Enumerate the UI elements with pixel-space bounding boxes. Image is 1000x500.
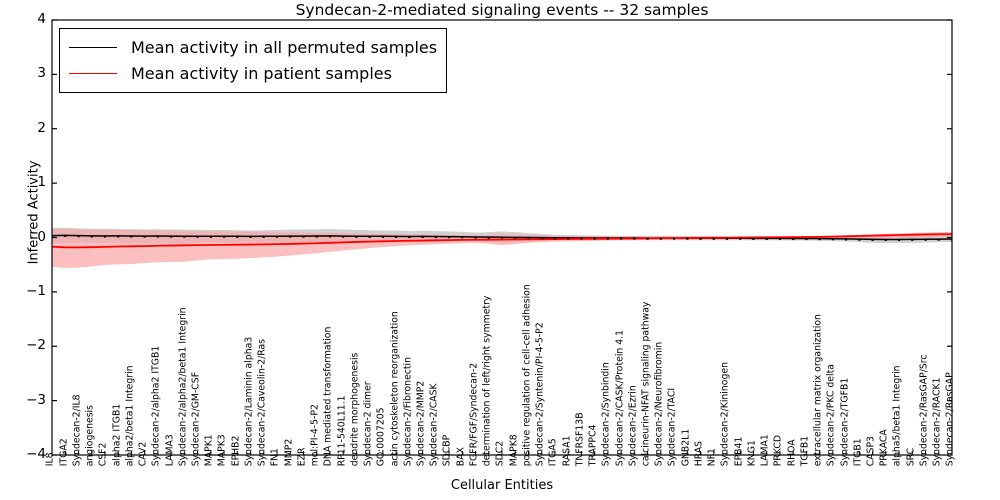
data-point-marker <box>831 238 834 241</box>
data-point-marker <box>117 235 120 238</box>
data-point-marker <box>461 236 464 239</box>
data-point-marker <box>434 235 437 239</box>
data-point-marker <box>487 236 490 239</box>
data-point-marker <box>368 235 371 238</box>
data-point-marker <box>170 235 173 238</box>
y-tick-label: −1 <box>26 282 46 299</box>
chart-legend: Mean activity in all permuted samples Me… <box>59 28 448 93</box>
data-point-marker <box>64 234 67 237</box>
data-point-marker <box>792 237 795 241</box>
data-point-marker <box>209 235 212 238</box>
data-point-marker <box>553 237 557 240</box>
data-point-marker <box>739 237 742 240</box>
y-tick-label: 0 <box>37 228 46 245</box>
data-point-marker <box>447 236 451 239</box>
data-point-marker <box>395 235 398 239</box>
data-point-marker <box>871 238 874 241</box>
data-point-marker <box>500 236 504 239</box>
data-point-marker <box>937 238 940 241</box>
data-point-marker <box>514 236 517 239</box>
data-point-marker <box>845 238 848 241</box>
y-tick-label: 2 <box>37 119 46 136</box>
data-point-marker <box>540 237 543 240</box>
data-point-marker <box>858 238 861 241</box>
data-point-marker <box>659 237 662 240</box>
data-point-marker <box>315 235 318 238</box>
data-point-marker <box>289 235 292 238</box>
data-point-marker <box>580 237 583 240</box>
data-point-marker <box>805 237 808 241</box>
data-point-marker <box>911 238 914 241</box>
data-point-marker <box>143 235 146 238</box>
data-point-marker <box>606 237 609 240</box>
data-point-marker <box>765 237 768 240</box>
data-point-marker <box>236 235 239 238</box>
chart-title: Syndecan-2-mediated signaling events -- … <box>295 1 709 19</box>
data-point-marker <box>712 237 715 240</box>
data-point-marker <box>262 235 265 238</box>
data-point-marker <box>355 235 358 238</box>
data-point-marker <box>818 237 821 241</box>
data-point-marker <box>342 235 345 238</box>
data-point-marker <box>130 235 133 238</box>
patient-mean-line <box>52 233 952 249</box>
data-point-marker <box>567 237 570 240</box>
data-point-marker <box>897 238 901 242</box>
data-point-marker <box>381 235 384 238</box>
data-point-marker <box>778 237 782 240</box>
data-point-marker <box>593 237 596 240</box>
data-point-marker <box>302 235 305 238</box>
data-point-marker <box>527 236 530 240</box>
x-axis-label: Cellular Entities <box>450 478 554 493</box>
legend-entry: Mean activity in all permuted samples <box>69 34 437 60</box>
data-point-marker <box>249 235 252 239</box>
data-point-marker <box>699 237 702 240</box>
legend-entry: Mean activity in patient samples <box>69 60 437 86</box>
legend-swatch-permuted <box>69 46 117 48</box>
data-point-marker <box>474 236 477 239</box>
data-point-marker <box>620 237 623 240</box>
data-point-marker <box>103 235 107 238</box>
legend-swatch-patient <box>69 72 117 74</box>
data-point-marker <box>752 237 755 240</box>
y-tick-label: −3 <box>26 391 46 408</box>
data-point-marker <box>686 237 689 240</box>
data-point-marker <box>884 238 887 242</box>
data-point-marker <box>924 238 927 241</box>
y-tick-label: −4 <box>26 446 46 462</box>
data-point-marker <box>646 237 649 240</box>
y-tick-label: 4 <box>37 11 46 27</box>
legend-label-patient: Mean activity in patient samples <box>131 63 392 83</box>
data-point-marker <box>328 235 332 238</box>
data-point-marker <box>408 235 411 239</box>
data-point-marker <box>672 237 676 240</box>
patient-confidence-band <box>52 228 952 268</box>
data-point-marker <box>275 235 279 238</box>
y-tick-label: 3 <box>37 65 46 82</box>
data-point-marker <box>90 235 93 238</box>
data-point-marker <box>725 237 729 240</box>
y-tick-label: 1 <box>37 174 46 191</box>
data-point-marker <box>77 235 80 238</box>
y-tick-label: −2 <box>26 337 46 354</box>
data-point-marker <box>222 235 226 238</box>
data-point-marker <box>633 237 636 240</box>
data-point-marker <box>156 235 159 238</box>
data-point-marker <box>421 235 424 239</box>
data-point-marker <box>196 235 199 238</box>
data-point-marker <box>183 235 186 238</box>
legend-label-permuted: Mean activity in all permuted samples <box>131 37 438 57</box>
